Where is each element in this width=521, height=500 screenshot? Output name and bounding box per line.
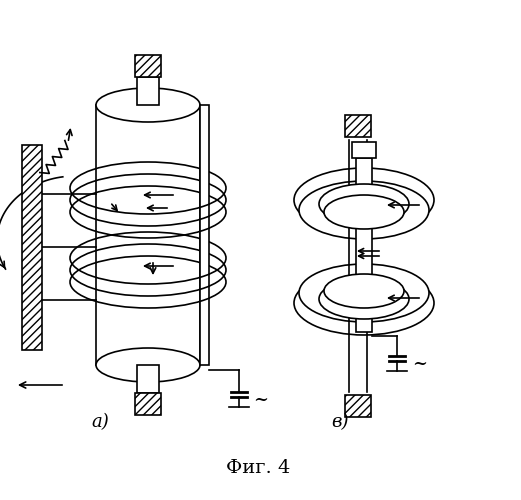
Ellipse shape [294, 271, 434, 335]
Bar [345, 395, 371, 417]
Bar [345, 395, 371, 417]
Bar [135, 393, 161, 415]
Bar [352, 142, 376, 158]
Bar [345, 115, 371, 137]
Text: ~: ~ [253, 391, 268, 409]
Bar [137, 365, 159, 393]
Text: ~: ~ [412, 355, 427, 373]
Bar [137, 77, 159, 105]
Text: а): а) [91, 413, 109, 431]
Bar [135, 55, 161, 77]
Text: в): в) [331, 413, 349, 431]
Ellipse shape [96, 348, 200, 382]
Bar [22, 145, 42, 350]
Text: Фиг. 4: Фиг. 4 [226, 459, 290, 477]
Bar [135, 393, 161, 415]
Ellipse shape [96, 88, 200, 122]
Bar [345, 115, 371, 137]
Bar [135, 55, 161, 77]
Ellipse shape [294, 168, 434, 232]
Bar [200, 105, 209, 365]
Ellipse shape [319, 184, 409, 224]
Ellipse shape [319, 279, 409, 319]
Bar [356, 158, 372, 332]
Ellipse shape [324, 195, 404, 229]
Ellipse shape [299, 264, 429, 322]
Ellipse shape [324, 274, 404, 308]
Bar [22, 145, 42, 350]
Ellipse shape [299, 181, 429, 239]
